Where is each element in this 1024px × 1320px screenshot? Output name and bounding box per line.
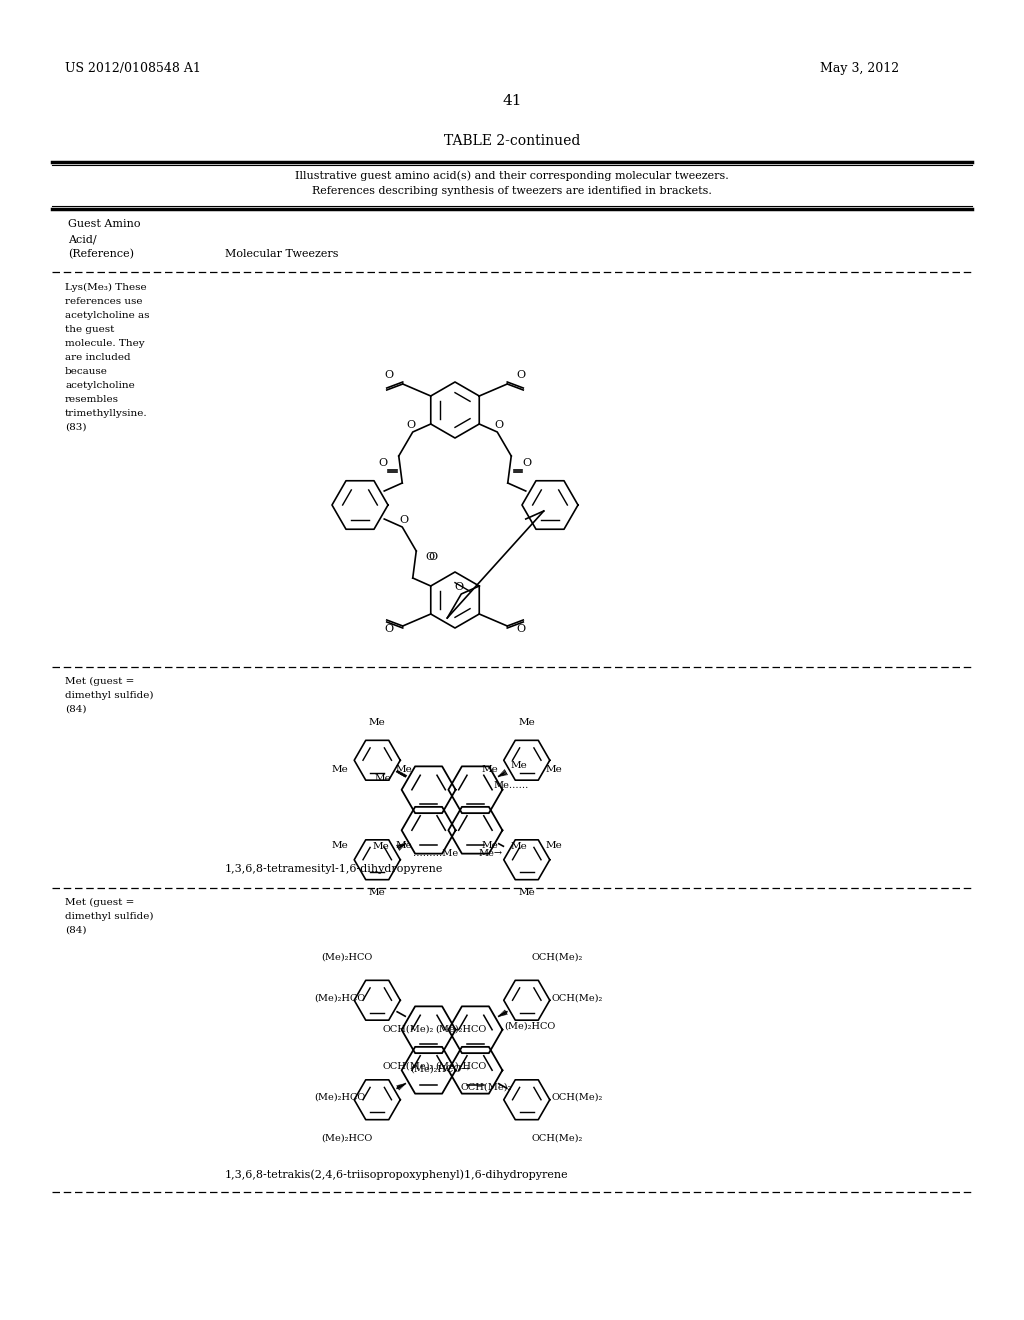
Text: Me: Me [369,718,386,727]
Text: Lys(Me₃) These: Lys(Me₃) These [65,282,146,292]
Text: (Me)₂HCO: (Me)₂HCO [435,1024,486,1034]
Text: OCH(Me)₂: OCH(Me)₂ [531,1134,583,1143]
Text: O: O [517,370,525,380]
Text: Me: Me [332,764,348,774]
Text: resembles: resembles [65,395,119,404]
Text: OCH(Me)₂: OCH(Me)₂ [552,993,603,1002]
Text: US 2012/0108548 A1: US 2012/0108548 A1 [65,62,201,75]
Text: OCH(Me)₂: OCH(Me)₂ [552,1093,603,1102]
Text: Me: Me [518,718,536,727]
Text: Acid/: Acid/ [68,234,96,244]
Text: Met (guest =: Met (guest = [65,898,134,907]
Text: 1,3,6,8-tetrakis(2,4,6-triisopropoxyphenyl)1,6-dihydropyrene: 1,3,6,8-tetrakis(2,4,6-triisopropoxyphen… [225,1170,568,1180]
Text: Me: Me [396,764,413,774]
Text: ………Me: ………Me [414,849,459,858]
Text: (Reference): (Reference) [68,248,134,259]
Text: Me: Me [511,762,527,771]
Text: dimethyl sulfide): dimethyl sulfide) [65,912,154,921]
Text: O: O [495,420,504,430]
Text: (84): (84) [65,705,86,714]
Text: Met (guest =: Met (guest = [65,677,134,686]
Text: TABLE 2-continued: TABLE 2-continued [443,135,581,148]
Text: acetylcholine: acetylcholine [65,381,135,389]
Text: (84): (84) [65,927,86,935]
Text: Me: Me [511,842,527,851]
Text: OCH(Me)₂: OCH(Me)₂ [382,1061,433,1071]
Text: molecule. They: molecule. They [65,339,144,348]
Text: May 3, 2012: May 3, 2012 [820,62,899,75]
Text: (83): (83) [65,422,86,432]
Text: dimethyl sulfide): dimethyl sulfide) [65,690,154,700]
Text: O: O [384,624,393,634]
Text: are included: are included [65,352,131,362]
Text: OCH(Me)₂: OCH(Me)₂ [461,1082,512,1092]
Text: references use: references use [65,297,142,306]
Text: Me: Me [546,841,562,850]
Text: O: O [429,553,438,562]
Text: Me: Me [369,888,386,896]
Text: Me: Me [481,764,498,774]
Text: (Me)₂HCO: (Me)₂HCO [504,1022,555,1030]
Text: (Me)₂HCO→: (Me)₂HCO→ [411,1065,470,1073]
Text: (Me)₂HCO: (Me)₂HCO [321,1134,373,1143]
Text: Me: Me [396,841,413,850]
Text: OCH(Me)₂: OCH(Me)₂ [531,952,583,961]
Text: O: O [517,624,525,634]
Text: O: O [426,553,435,562]
Text: OCH(Me)₂: OCH(Me)₂ [382,1024,433,1034]
Text: Me: Me [375,775,391,783]
Text: Me: Me [481,841,498,850]
Text: O: O [407,420,416,430]
Text: (Me)₂HCO: (Me)₂HCO [314,993,366,1002]
Text: Me→: Me→ [479,849,503,858]
Text: O: O [399,515,409,525]
Text: 1,3,6,8-tetramesityl-1,6-dihydropyrene: 1,3,6,8-tetramesityl-1,6-dihydropyrene [225,865,443,874]
Text: Me: Me [332,841,348,850]
Text: because: because [65,367,108,376]
Text: O: O [384,370,393,380]
Text: O: O [455,582,464,591]
Text: (Me)₂HCO: (Me)₂HCO [314,1093,366,1102]
Text: trimethyllysine.: trimethyllysine. [65,409,147,418]
Text: O: O [522,458,531,467]
Text: References describing synthesis of tweezers are identified in brackets.: References describing synthesis of tweez… [312,186,712,195]
Text: acetylcholine as: acetylcholine as [65,312,150,319]
Text: Me: Me [518,888,536,896]
Text: (Me)₂HCO: (Me)₂HCO [435,1061,486,1071]
Text: the guest: the guest [65,325,115,334]
Text: Me: Me [373,842,389,851]
Text: O: O [378,458,387,467]
Text: Me……: Me…… [494,781,529,791]
Text: Molecular Tweezers: Molecular Tweezers [225,249,339,259]
Text: (Me)₂HCO: (Me)₂HCO [321,952,373,961]
Text: Illustrative guest amino acid(s) and their corresponding molecular tweezers.: Illustrative guest amino acid(s) and the… [295,170,729,181]
Text: 41: 41 [502,94,522,108]
Text: Guest Amino: Guest Amino [68,219,140,228]
Text: Me: Me [546,764,562,774]
